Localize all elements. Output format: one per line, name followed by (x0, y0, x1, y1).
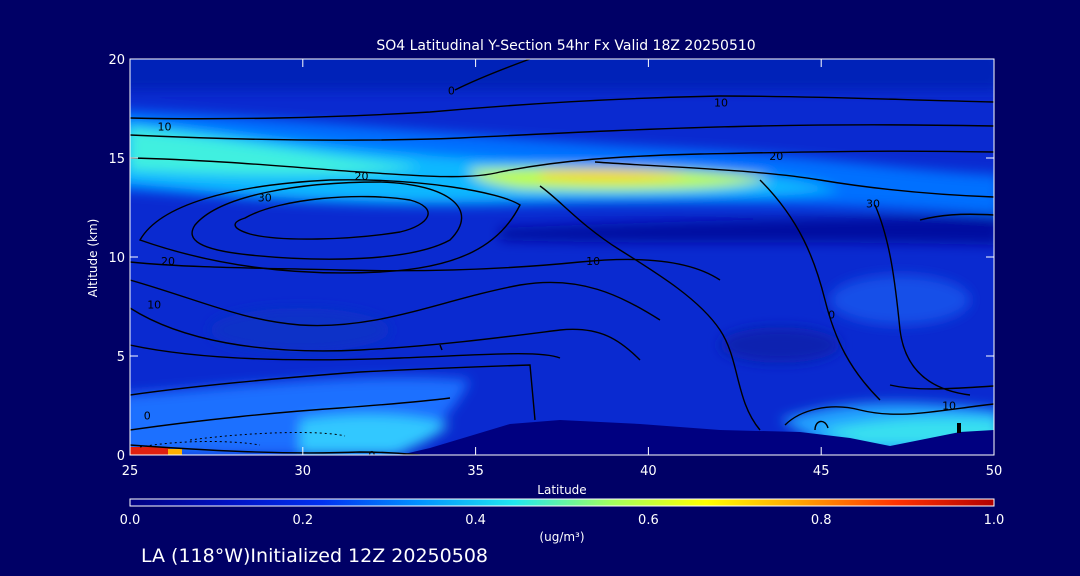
colorbar-tick-label: 0.4 (465, 513, 486, 528)
contour-line (130, 279, 661, 327)
contour-line (889, 384, 994, 390)
plot-area: 0 10 10 20 20 30 30 20 10 10 0 0 10 0 (130, 59, 994, 462)
contour-label: 0 (828, 308, 835, 321)
x-axis: 25 30 35 40 45 50 (122, 59, 1003, 479)
x-tick-label: 50 (986, 464, 1003, 479)
colorbar-unit: (ug/m³) (539, 530, 584, 544)
colorbar-ticks: 0.0 0.2 0.4 0.6 0.8 1.0 (120, 513, 1005, 528)
x-tick-label: 30 (295, 464, 312, 479)
chart-title: SO4 Latitudinal Y-Section 54hr Fx Valid … (376, 38, 755, 54)
contour-label: 20 (769, 150, 783, 163)
contour-line (130, 124, 994, 141)
contour-line (130, 150, 994, 178)
y-tick-label: 5 (117, 350, 125, 365)
location-info: LA (118°W)Initialized 12Z 20250508 (141, 545, 488, 567)
contour-label: 20 (355, 170, 369, 183)
contour-line (784, 403, 994, 426)
contour-line (130, 344, 561, 361)
contour-label: 10 (714, 97, 728, 110)
x-tick-label: 40 (640, 464, 657, 479)
dashed-contour (189, 432, 346, 441)
contour-label: 0 (368, 449, 375, 462)
y-tick-label: 10 (108, 251, 125, 266)
contour-line (130, 95, 994, 120)
x-tick-label: 45 (813, 464, 830, 479)
contour-label: 10 (942, 400, 956, 413)
contour-line (759, 179, 881, 401)
field-blob-3 (830, 275, 970, 325)
contour-lines (130, 59, 994, 455)
contour-line (130, 397, 451, 431)
surface-marker (957, 423, 961, 433)
contour-line (814, 420, 829, 431)
terrain (400, 420, 994, 455)
colorbar-tick-label: 1.0 (984, 513, 1005, 528)
field-surface-hotspot (130, 447, 170, 455)
contour-label: 30 (258, 192, 272, 205)
y-axis-label: Altitude (km) (86, 219, 100, 298)
x-axis-label: Latitude (537, 483, 586, 497)
contour-line (130, 364, 536, 421)
contour-label: 10 (147, 299, 161, 312)
field-blob-1 (210, 308, 390, 352)
field-dark-layer (500, 215, 994, 245)
contour-label: 10 (158, 120, 172, 133)
field-band-peak (540, 169, 690, 181)
contour-label: 30 (866, 198, 880, 211)
contour-line (594, 161, 994, 198)
contour-line (234, 195, 429, 240)
contour-line (191, 181, 463, 260)
contour-line (454, 59, 531, 91)
field-surface-hotspot-edge (168, 449, 182, 455)
contour-line (130, 444, 421, 455)
contour-label: 0 (144, 409, 151, 422)
x-tick-label: 35 (467, 464, 484, 479)
colorbar-tick-label: 0.2 (292, 513, 313, 528)
contour-line (539, 185, 761, 431)
field-blob-2 (720, 327, 840, 363)
contour-line (138, 179, 521, 274)
contour-line (874, 204, 971, 396)
contour-line (439, 344, 443, 351)
contour-line (130, 307, 641, 361)
contour-label-layer: 0 10 10 20 20 30 30 20 10 10 0 0 10 0 (144, 85, 956, 462)
y-axis: 0 5 10 15 20 (108, 53, 994, 464)
contour-line (130, 258, 721, 281)
colorbar (129, 498, 995, 507)
field-band-inner (130, 128, 420, 175)
contour-label: 0 (448, 85, 455, 98)
y-tick-label: 15 (108, 152, 125, 167)
y-tick-label: 0 (117, 449, 125, 464)
contour-label: 20 (161, 255, 175, 268)
y-tick-label: 20 (108, 53, 125, 68)
field-upper (130, 59, 994, 90)
field-bl-left-inner (300, 414, 450, 455)
contour-line (919, 213, 994, 221)
x-tick-label: 25 (122, 464, 139, 479)
colorbar-tick-label: 0.8 (811, 513, 832, 528)
colorbar-tick-label: 0.0 (120, 513, 141, 528)
contour-label: 10 (586, 255, 600, 268)
dashed-contours (139, 432, 346, 448)
colorbar-tick-label: 0.6 (638, 513, 659, 528)
